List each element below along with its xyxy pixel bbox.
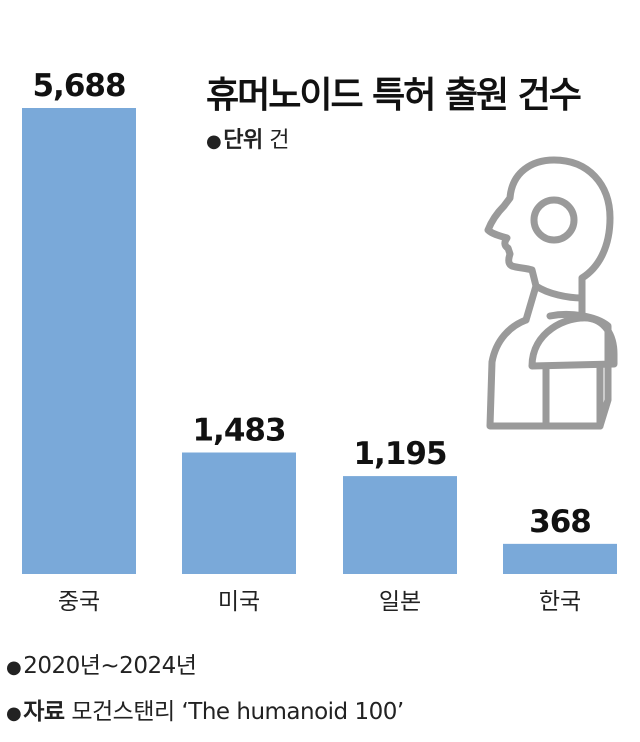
bullet-icon: ● <box>6 703 22 724</box>
unit-note: ●단위 건 <box>206 122 289 154</box>
period-note: ●2020년~2024년 <box>6 646 197 680</box>
bar-1 <box>182 452 296 574</box>
category-label-0: 중국 <box>58 589 100 615</box>
bullet-icon: ● <box>206 131 222 152</box>
bar-value-label-2: 1,195 <box>353 436 446 472</box>
category-label-3: 한국 <box>539 589 581 615</box>
bar-3 <box>503 543 617 574</box>
source-note: ●자료 모건스탠리 ‘The humanoid 100’ <box>6 692 404 726</box>
bar-value-label-0: 5,688 <box>32 68 125 104</box>
bar-value-label-1: 1,483 <box>192 413 285 449</box>
bullet-icon: ● <box>6 657 22 678</box>
chart-title: 휴머노이드 특허 출원 건수 <box>206 75 582 116</box>
unit-value: 건 <box>269 128 289 153</box>
bar-2 <box>343 476 457 574</box>
unit-label: 단위 <box>223 128 263 153</box>
period-text: 2020년~2024년 <box>23 653 197 679</box>
bar-value-label-3: 368 <box>529 504 591 540</box>
category-label-1: 미국 <box>218 589 260 615</box>
source-label: 자료 <box>23 699 65 725</box>
source-value: 모건스탠리 ‘The humanoid 100’ <box>71 699 404 725</box>
bar-0 <box>22 108 136 574</box>
humanoid-robot-icon <box>470 150 620 440</box>
category-label-2: 일본 <box>379 589 421 615</box>
